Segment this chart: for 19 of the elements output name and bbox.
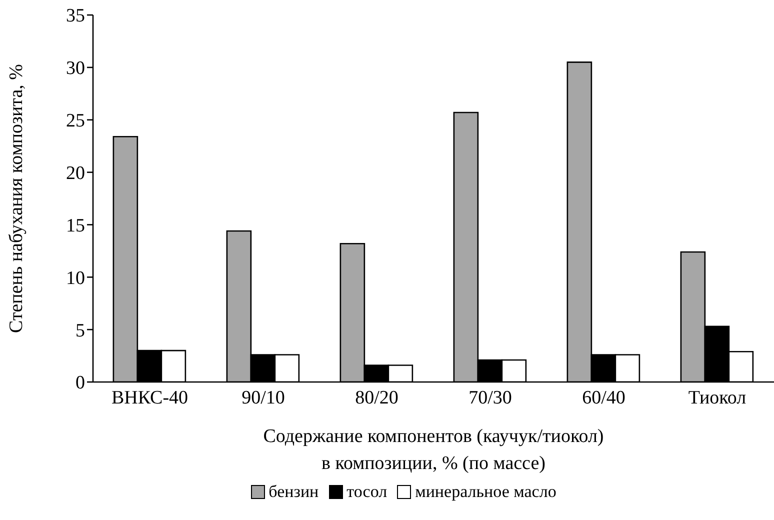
x-tick-label: 80/20	[355, 387, 398, 408]
y-axis-title: Степень набухания композита, %	[6, 64, 27, 333]
x-tick-label: 70/30	[468, 387, 512, 408]
y-tick-label: 35	[66, 6, 85, 27]
y-tick-label: 25	[66, 110, 85, 132]
x-tick-label: Тиокол	[688, 387, 747, 408]
x-tick-label: 60/40	[582, 387, 626, 408]
y-tick-label: 30	[66, 58, 85, 80]
x-tick-label: 90/10	[242, 387, 285, 408]
y-tick-label: 0	[76, 372, 85, 394]
legend-label: минеральное масло	[415, 482, 556, 502]
legend-label: тосол	[346, 482, 388, 502]
y-tick-label: 5	[76, 320, 85, 342]
legend-label: бензин	[268, 482, 319, 502]
x-axis-title: Содержание компонентов (каучук/тиокол) в композиции, % (по массе)	[263, 426, 604, 474]
y-tick-label: 20	[66, 163, 85, 184]
y-tick-label: 15	[66, 215, 85, 236]
y-tick-label: 10	[66, 268, 85, 289]
x-tick-label: ВНКС-40	[111, 387, 188, 408]
